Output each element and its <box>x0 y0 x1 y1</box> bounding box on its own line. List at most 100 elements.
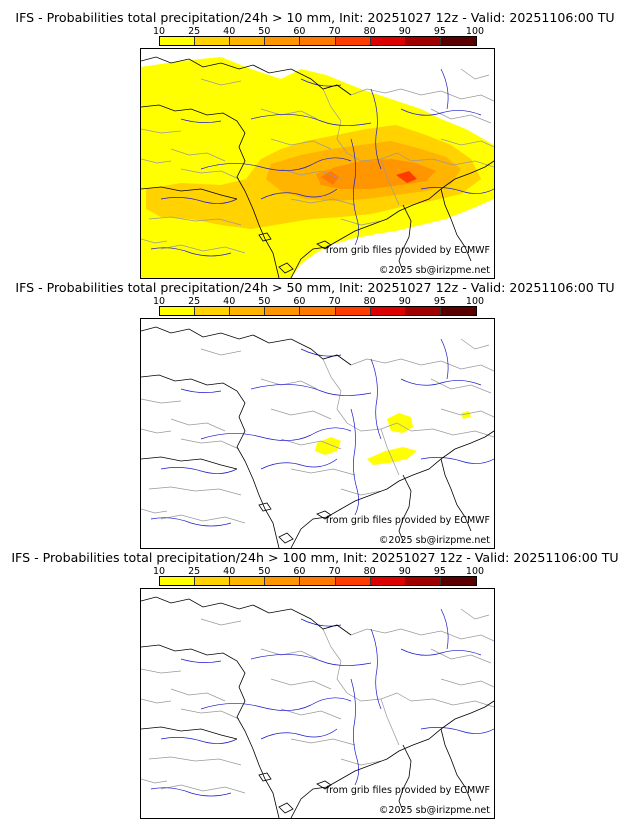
colorbar-segment <box>440 37 476 45</box>
river <box>400 108 482 116</box>
rivers-layer <box>150 608 494 797</box>
river <box>400 378 482 386</box>
colorbar-tick-40: 40 <box>223 296 236 307</box>
admin-border <box>380 158 400 206</box>
coastline <box>141 186 238 200</box>
colorbar-tick-labels: 10 25 40 50 60 70 80 90 95 100 <box>153 566 484 577</box>
forecast-panel-50mm: IFS - Probabilities total precipitation/… <box>0 270 630 549</box>
colorbar-tick-95: 95 <box>433 566 446 577</box>
admin-border <box>141 238 168 244</box>
admin-border <box>170 148 226 162</box>
coastline-layer <box>141 56 494 278</box>
forecast-panel-100mm: IFS - Probabilities total precipitation/… <box>0 540 630 819</box>
admin-border <box>170 418 226 432</box>
admin-border <box>430 648 492 664</box>
admin-border <box>350 628 494 642</box>
river <box>150 517 232 527</box>
admin-border <box>340 218 382 226</box>
admin-border <box>460 68 490 80</box>
river <box>300 348 342 357</box>
admin-border <box>322 358 412 432</box>
admin-border <box>460 338 490 350</box>
river <box>300 618 342 627</box>
river <box>420 727 494 734</box>
colorbar-segment <box>335 577 371 585</box>
credit-source: from grib files provided by ECMWF <box>325 785 490 796</box>
colorbar-segment <box>300 577 336 585</box>
colorbar-tick-60: 60 <box>293 26 306 37</box>
river <box>260 728 338 740</box>
coastline <box>141 644 280 818</box>
panel-title: IFS - Probabilities total precipitation/… <box>11 550 619 565</box>
map-canvas <box>141 56 494 278</box>
admin-border <box>410 698 494 708</box>
admin-border <box>200 78 242 86</box>
panel-title: IFS - Probabilities total precipitation/… <box>15 10 615 25</box>
river <box>350 408 359 516</box>
colorbar-segment <box>230 307 266 315</box>
admin-border <box>290 738 356 746</box>
rivers-layer <box>150 68 494 257</box>
coastline <box>258 232 272 242</box>
colorbar-tick-50: 50 <box>258 296 271 307</box>
river <box>160 467 238 474</box>
colorbar <box>159 576 477 586</box>
colorbar-tick-10: 10 <box>152 26 166 37</box>
admin-border <box>350 88 494 102</box>
colorbar-segment <box>265 37 301 45</box>
admin-border <box>440 678 494 688</box>
colorbar-tick-100: 100 <box>465 296 485 307</box>
colorbar <box>159 36 477 46</box>
admin-border <box>141 158 172 164</box>
admin-border <box>160 514 246 524</box>
colorbar-segment <box>195 37 231 45</box>
precipitation-probability-layer <box>141 57 494 278</box>
colorbar-segment <box>195 577 231 585</box>
admin-border <box>290 468 356 476</box>
colorbar-tick-80: 80 <box>363 26 376 37</box>
coastline <box>316 240 332 250</box>
coastline <box>290 700 494 818</box>
admin-border <box>430 108 492 124</box>
coastline <box>316 510 332 520</box>
colorbar-segment <box>265 307 301 315</box>
admin-border <box>350 358 494 372</box>
river <box>250 114 372 126</box>
admin-border <box>270 678 332 690</box>
admin-border <box>141 698 172 704</box>
admin-border <box>200 348 242 356</box>
colorbar-tick-80: 80 <box>363 566 376 577</box>
forecast-panel-10mm: IFS - Probabilities total precipitation/… <box>0 0 630 279</box>
river <box>440 338 449 380</box>
coastline <box>278 532 294 544</box>
colorbar-segment <box>160 307 196 315</box>
credit-copyright: ©2025 sb@irizpme.net <box>378 265 490 276</box>
admin-border <box>280 438 342 450</box>
coastline <box>258 502 272 512</box>
river <box>420 457 494 464</box>
colorbar-segment <box>370 37 406 45</box>
river <box>150 787 232 797</box>
river <box>180 658 222 663</box>
colorbar-tick-70: 70 <box>328 296 341 307</box>
colorbar-segment <box>230 577 266 585</box>
colorbar-tick-70: 70 <box>328 566 341 577</box>
colorbar-segment <box>405 577 441 585</box>
admin-border <box>141 398 182 404</box>
credit-copyright: ©2025 sb@irizpme.net <box>378 805 490 816</box>
admin-border <box>280 708 342 720</box>
admin-border <box>322 628 412 702</box>
probability-map: from grib files provided by ECMWF ©2025 … <box>140 588 495 819</box>
admin-border <box>148 486 242 496</box>
admin-border <box>180 708 240 720</box>
coastline-layer <box>141 596 494 818</box>
colorbar-tick-25: 25 <box>188 26 201 37</box>
colorbar-segment <box>300 37 336 45</box>
coastline <box>398 474 412 542</box>
coastline <box>141 56 352 96</box>
colorbar-tick-95: 95 <box>433 26 446 37</box>
coastline <box>278 802 294 814</box>
river <box>440 608 449 650</box>
map-canvas <box>141 596 494 818</box>
admin-border <box>440 408 494 418</box>
